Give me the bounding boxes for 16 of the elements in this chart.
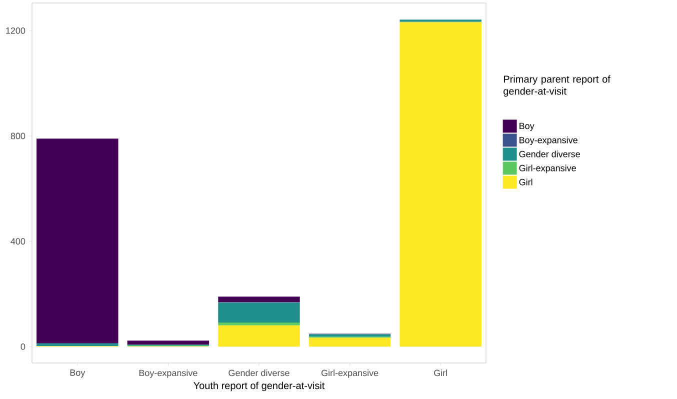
x-axis-title: Youth report of gender-at-visit <box>194 382 325 392</box>
y-tick-label: 0 <box>20 343 26 350</box>
x-tick-label: Girl-expansive <box>321 370 378 378</box>
x-tick-label: Girl <box>434 370 447 376</box>
y-tick-label: 800 <box>10 132 26 140</box>
x-tick-label: Boy <box>70 370 86 378</box>
legend-label: Boy <box>520 122 534 131</box>
legend-label: Girl <box>519 178 532 186</box>
legend-label: Girl-expansive <box>519 164 576 174</box>
legend-title: Primary parent report of gender-at-visit <box>504 75 610 97</box>
x-tick-label: Boy-expansive <box>139 370 198 378</box>
y-tick-label: 1200 <box>6 27 26 34</box>
legend-label: Boy-expansive <box>520 136 578 146</box>
x-tick-label: Gender diverse <box>228 370 290 376</box>
legend-label: Gender diverse <box>519 150 580 158</box>
y-tick-label: 400 <box>10 238 26 245</box>
